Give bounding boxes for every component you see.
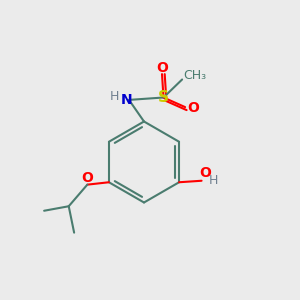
Text: N: N xyxy=(121,93,132,107)
Text: H: H xyxy=(110,90,119,103)
Text: O: O xyxy=(188,101,200,115)
Text: O: O xyxy=(199,166,211,180)
Text: H: H xyxy=(208,174,218,187)
Text: O: O xyxy=(156,61,168,74)
Text: CH₃: CH₃ xyxy=(183,69,206,82)
Text: O: O xyxy=(81,171,93,185)
Text: S: S xyxy=(158,90,169,105)
